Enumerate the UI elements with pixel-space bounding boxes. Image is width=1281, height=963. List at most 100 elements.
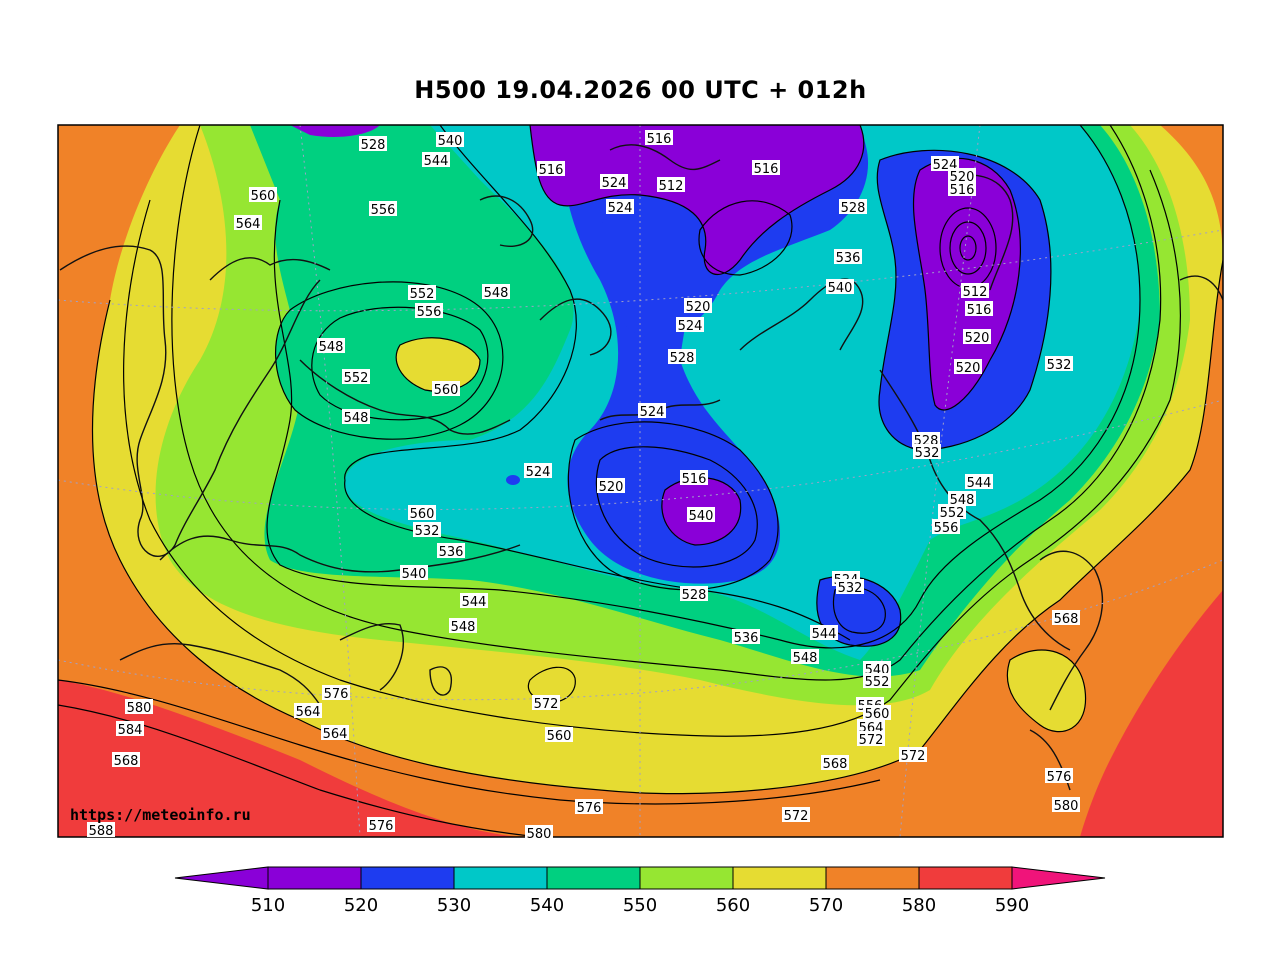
- contour-label-text: 532: [915, 446, 940, 461]
- contour-label-text: 560: [434, 383, 459, 398]
- contour-label: 552: [938, 504, 966, 521]
- contour-label: 520: [684, 298, 712, 315]
- contour-label-text: 540: [689, 509, 714, 524]
- contour-label: 544: [810, 625, 838, 642]
- contour-label: 552: [408, 285, 436, 302]
- map-frame: [57, 124, 1224, 838]
- contour-label: 528: [839, 199, 867, 216]
- contour-label: 528: [680, 586, 708, 603]
- contour-label-text: 544: [967, 476, 992, 491]
- contour-label: 536: [732, 629, 760, 646]
- contour-label-text: 552: [940, 506, 965, 521]
- contour-label: 512: [961, 283, 989, 300]
- contour-label: 572: [899, 747, 927, 764]
- colorbar-segment: [825, 866, 920, 890]
- contour-label-text: 524: [608, 201, 633, 216]
- contour-label-text: 528: [670, 351, 695, 366]
- contour-label: 516: [680, 470, 708, 487]
- contour-label-text: 516: [950, 183, 975, 198]
- contour-label: 560: [545, 727, 573, 744]
- contour-label: 580: [525, 825, 553, 842]
- contour-label: 516: [948, 181, 976, 198]
- colorbar-tick-label: 530: [437, 895, 471, 916]
- contour-label-text: 540: [438, 134, 463, 149]
- colorbar-min-extend: [174, 866, 269, 890]
- contour-label: 572: [857, 731, 885, 748]
- contour-label: 516: [537, 161, 565, 178]
- colorbar-tick-label: 580: [902, 895, 936, 916]
- contour-label: 524: [676, 317, 704, 334]
- contour-label: 532: [1045, 356, 1073, 373]
- contour-label: 520: [963, 329, 991, 346]
- contour-label-text: 524: [678, 319, 703, 334]
- colorbar-segment: [360, 866, 455, 890]
- contour-label: 568: [1052, 610, 1080, 627]
- contour-label: 532: [836, 579, 864, 596]
- contour-label-text: 532: [415, 524, 440, 539]
- contour-label: 564: [294, 703, 322, 720]
- contour-label-text: 572: [534, 697, 559, 712]
- contour-label-text: 520: [956, 361, 981, 376]
- contour-label-text: 540: [402, 567, 427, 582]
- contour-label: 548: [449, 618, 477, 635]
- contour-label: 560: [249, 187, 277, 204]
- contour-label-text: 544: [812, 627, 837, 642]
- graticule: [58, 125, 1223, 837]
- contour-label-text: 540: [828, 281, 853, 296]
- contour-label-text: 512: [659, 179, 684, 194]
- contour-label: 524: [606, 199, 634, 216]
- contour-label: 560: [432, 381, 460, 398]
- height-fill-layer: [58, 125, 1223, 837]
- watermark-text: https://meteoinfo.ru: [70, 806, 251, 824]
- contour-label-text: 552: [410, 287, 435, 302]
- contour-label-text: 564: [296, 705, 321, 720]
- contour-label: 576: [575, 799, 603, 816]
- contour-label-text: 576: [1047, 770, 1072, 785]
- contour-label-text: 532: [838, 581, 863, 596]
- contour-label-text: 548: [793, 651, 818, 666]
- contour-label: 576: [367, 817, 395, 834]
- contour-label: 528: [668, 349, 696, 366]
- contour-label: 580: [125, 699, 153, 716]
- contour-label-text: 548: [344, 411, 369, 426]
- colorbar-segment: [732, 866, 827, 890]
- contour-label: 516: [645, 130, 673, 147]
- contour-label: 568: [821, 755, 849, 772]
- contour-label-text: 580: [127, 701, 152, 716]
- contour-label: 540: [826, 279, 854, 296]
- contour-label: 520: [954, 359, 982, 376]
- contour-label-text: 544: [424, 154, 449, 169]
- contour-label: 524: [638, 403, 666, 420]
- contour-label-text: 548: [319, 340, 344, 355]
- contour-label-text: 532: [1047, 358, 1072, 373]
- contour-label-text: 544: [462, 595, 487, 610]
- contour-labels: 528 540 544 516 524 524 516 512 516 528 524 520 516 5…: [87, 130, 1080, 842]
- map-title: H500 19.04.2026 00 UTC + 012h: [414, 76, 867, 104]
- contour-label-text: 524: [640, 405, 665, 420]
- contour-label-text: 548: [484, 286, 509, 301]
- contour-label-text: 536: [734, 631, 759, 646]
- contour-label: 576: [322, 685, 350, 702]
- contour-label: 576: [1045, 768, 1073, 785]
- contour-label-text: 580: [527, 827, 552, 842]
- contour-label-text: 548: [451, 620, 476, 635]
- contour-label: 584: [116, 721, 144, 738]
- colorbar-segment: [918, 866, 1013, 890]
- contour-label-text: 524: [602, 176, 627, 191]
- contour-label-text: 520: [686, 300, 711, 315]
- contour-label: 548: [791, 649, 819, 666]
- contour-label-text: 568: [1054, 612, 1079, 627]
- contour-label-text: 516: [967, 303, 992, 318]
- colorbar-segment: [639, 866, 734, 890]
- contour-label-text: 516: [754, 162, 779, 177]
- contour-label: 528: [359, 136, 387, 153]
- contour-label: 536: [437, 543, 465, 560]
- colorbar-segment: [453, 866, 548, 890]
- contour-label-text: 572: [784, 809, 809, 824]
- contour-label-text: 560: [865, 707, 890, 722]
- contour-label: 588: [87, 822, 115, 839]
- contour-label: 532: [413, 522, 441, 539]
- contour-label: 540: [400, 565, 428, 582]
- contour-label: 512: [657, 177, 685, 194]
- contour-label-text: 520: [965, 331, 990, 346]
